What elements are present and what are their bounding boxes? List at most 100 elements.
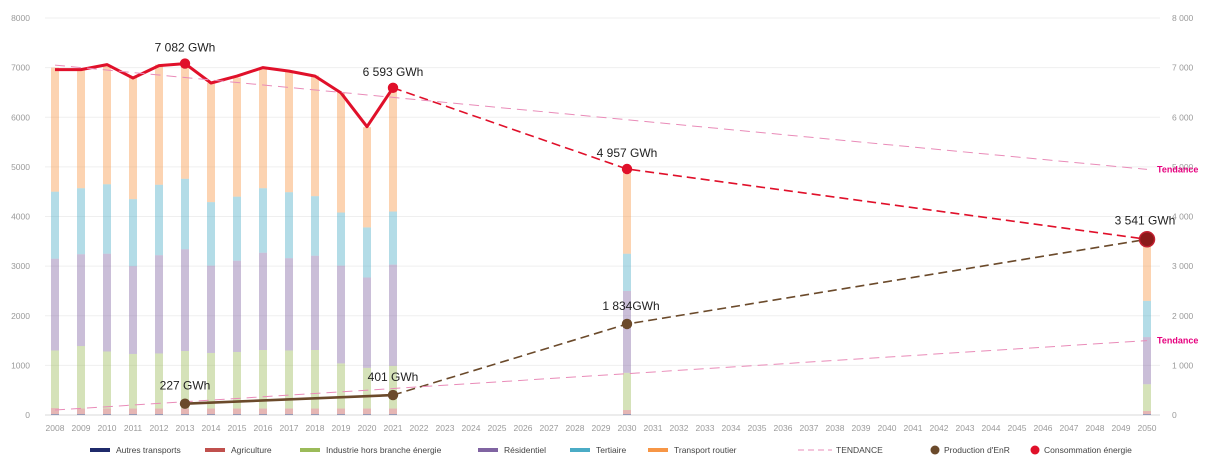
bar-segment: [337, 212, 345, 266]
bar-segment: [181, 64, 189, 179]
bar-segment: [181, 178, 189, 250]
bar-segment: [311, 255, 319, 350]
bar-segment: [337, 408, 345, 415]
bar-segment: [103, 414, 111, 415]
bar-segment: [337, 265, 345, 364]
bar-segment: [311, 75, 319, 197]
y-tick-label: 8 000: [1172, 13, 1194, 23]
legend-swatch: [300, 448, 320, 452]
bar-segment: [1143, 384, 1151, 412]
bar-segment: [155, 353, 163, 409]
bar-segment: [103, 65, 111, 185]
bar-segment: [285, 350, 293, 409]
x-tick-label: 2021: [384, 423, 403, 433]
x-tick-label: 2013: [176, 423, 195, 433]
bar-segment: [103, 253, 111, 352]
y-tick-label: 2000: [11, 311, 30, 321]
data-label: 227 GWh: [160, 379, 211, 393]
series-line: [55, 62, 395, 129]
trend-labels: Tendance Tendance: [1157, 164, 1198, 345]
x-tick-label: 2026: [514, 423, 533, 433]
series-line: [54, 64, 1148, 170]
bar-segment: [77, 69, 85, 189]
bar-segment: [77, 414, 85, 415]
bar-segment: [233, 414, 241, 415]
x-tick-label: 2020: [358, 423, 377, 433]
x-tick-label: 2011: [124, 423, 143, 433]
bar-segment: [77, 254, 85, 347]
bar-segment: [259, 67, 267, 189]
bar-segment: [285, 408, 293, 415]
x-axis: 2008 2009 2010 2011 2012 2013 2014 2015 2016 2017…: [46, 423, 1157, 433]
legend-label: Transport routier: [674, 445, 737, 455]
x-tick-label: 2031: [644, 423, 663, 433]
x-tick-label: 2025: [488, 423, 507, 433]
series-line: [392, 238, 1148, 396]
data-point: [621, 318, 633, 330]
y-tick-label: 7 000: [1172, 63, 1194, 73]
bar-segment: [623, 290, 631, 373]
data-label: 3 541 GWh: [1115, 213, 1176, 227]
bar-segment: [363, 408, 371, 415]
legend-swatch: [648, 448, 668, 452]
bar-segment: [1143, 239, 1151, 301]
y-axis-left: 0 1000 2000 3000 4000 5000 6000 7000 8000: [11, 13, 30, 420]
bar-segment: [623, 253, 631, 291]
bar-segment: [623, 372, 631, 411]
legend-label: Production d'EnR: [944, 445, 1010, 455]
legend-swatch: [570, 448, 590, 452]
bar-segment: [363, 414, 371, 415]
data-label: 7 082 GWh: [155, 41, 216, 55]
trend-label: Tendance: [1157, 164, 1198, 174]
x-tick-label: 2039: [852, 423, 871, 433]
bar-segment: [51, 414, 59, 415]
bar-segment: [181, 408, 189, 415]
x-tick-label: 2046: [1034, 423, 1053, 433]
bar-segment: [311, 414, 319, 415]
bar-segment: [363, 227, 371, 278]
x-tick-label: 2028: [566, 423, 585, 433]
bar-segment: [623, 414, 631, 415]
legend-label: TENDANCE: [836, 445, 883, 455]
bar-segment: [1143, 414, 1151, 415]
legend-swatch: [930, 445, 940, 455]
y-tick-label: 3 000: [1172, 261, 1194, 271]
bar-segment: [363, 367, 371, 409]
y-tick-label: 0: [1172, 410, 1177, 420]
x-tick-label: 2014: [202, 423, 221, 433]
legend-swatch: [478, 448, 498, 452]
x-tick-label: 2038: [826, 423, 845, 433]
x-tick-label: 2032: [670, 423, 689, 433]
y-tick-label: 5000: [11, 162, 30, 172]
bar-segment: [337, 363, 345, 409]
bar-segment: [233, 260, 241, 352]
bar-segment: [259, 408, 267, 415]
x-tick-label: 2022: [410, 423, 429, 433]
bar-segment: [77, 188, 85, 255]
bar-segment: [207, 408, 215, 415]
x-tick-label: 2034: [722, 423, 741, 433]
x-tick-label: 2036: [774, 423, 793, 433]
bar-segment: [207, 83, 215, 203]
bar-segment: [103, 408, 111, 415]
bar-segment: [259, 349, 267, 409]
bar-segment: [1143, 337, 1151, 385]
series-lines: [54, 62, 1148, 411]
x-tick-label: 2040: [878, 423, 897, 433]
x-tick-label: 2048: [1086, 423, 1105, 433]
trend-label: Tendance: [1157, 336, 1198, 346]
bar-segment: [155, 408, 163, 415]
data-point: [621, 163, 633, 175]
data-point: [179, 398, 191, 409]
bar-segment: [51, 191, 59, 259]
bar-segment: [363, 277, 371, 368]
bar-segment: [129, 77, 137, 200]
bar-segment: [363, 127, 371, 228]
data-point: [179, 58, 191, 69]
bar-segment: [311, 349, 319, 409]
y-tick-label: 6 000: [1172, 112, 1194, 122]
x-tick-label: 2017: [280, 423, 299, 433]
y-tick-label: 1 000: [1172, 360, 1194, 370]
bar-segment: [77, 408, 85, 415]
bar-segment: [51, 408, 59, 415]
